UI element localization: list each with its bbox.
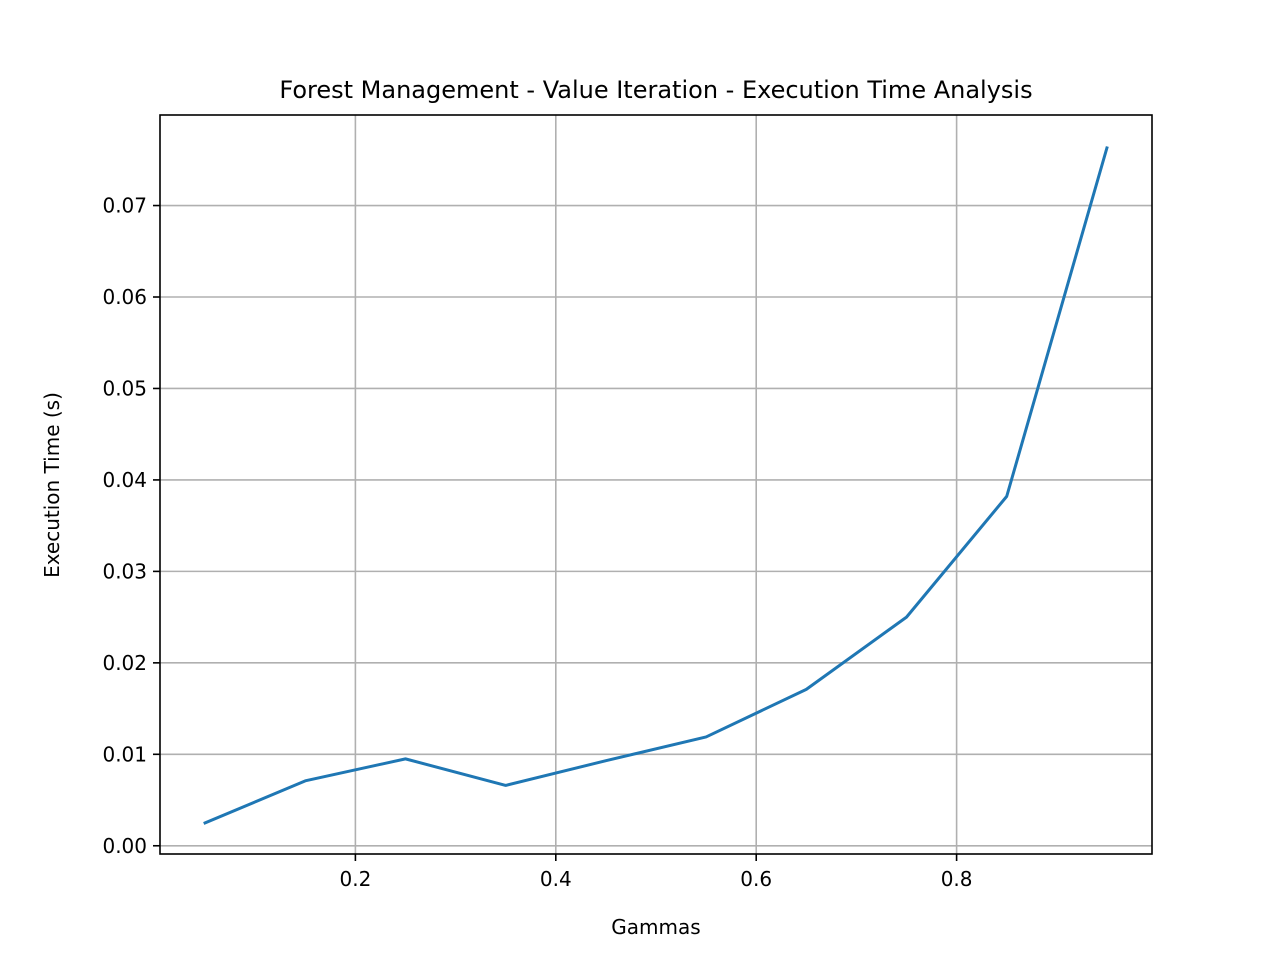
series-line (203, 146, 1109, 825)
y-tick-label: 0.01 (102, 742, 147, 766)
x-axis-label: Gammas (611, 915, 700, 939)
y-tick-label: 0.07 (102, 194, 147, 218)
x-tick-label: 0.6 (740, 867, 772, 891)
x-tick-label: 0.2 (339, 867, 371, 891)
y-tick-label: 0.06 (102, 285, 147, 309)
y-tick-label: 0.03 (102, 559, 147, 583)
x-tick-label: 0.4 (540, 867, 572, 891)
y-tick-label: 0.04 (102, 468, 147, 492)
y-axis-label: Execution Time (s) (40, 392, 64, 578)
y-tick-label: 0.02 (102, 651, 147, 675)
ticks: 0.2 0.4 0.6 0.8 0.00 0.01 0.02 0.03 0.04 0.05 0.06… (102, 194, 972, 891)
chart-title: Forest Management - Value Iteration - Ex… (279, 76, 1032, 104)
y-tick-label: 0.05 (102, 376, 147, 400)
axes-frame (159, 114, 1153, 855)
grid (160, 115, 1152, 854)
x-tick-label: 0.8 (941, 867, 973, 891)
y-tick-label: 0.00 (102, 834, 147, 858)
series-layer (203, 146, 1109, 825)
